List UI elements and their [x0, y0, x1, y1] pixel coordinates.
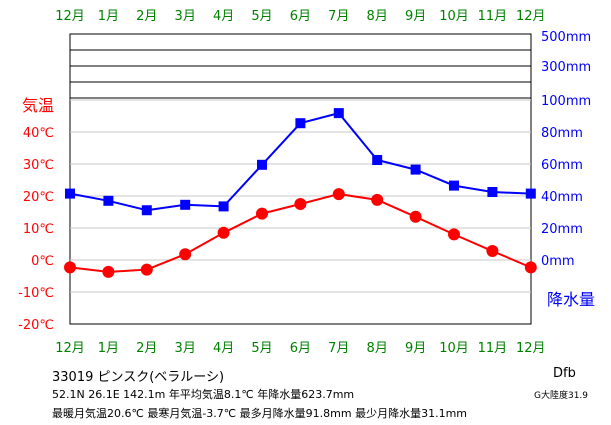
precipitation-tick-label: 100mm [541, 94, 591, 109]
month-label: 10月 [439, 9, 469, 24]
month-label: 3月 [175, 9, 196, 24]
temperature-tick-label: 0℃ [31, 254, 54, 269]
temperature-axis-label: 気温 [22, 96, 54, 115]
precipitation-point [487, 187, 498, 197]
plot-frame [69, 33, 532, 325]
precipitation-point [295, 118, 306, 129]
temperature-point [64, 261, 76, 274]
temperature-point [179, 248, 192, 261]
precipitation-point [180, 199, 191, 210]
station-summary-line2: 最暖月気温20.6℃ 最寒月気温-3.7℃ 最多月降水量91.8mm 最少月降水… [52, 407, 467, 420]
month-label: 7月 [328, 9, 349, 24]
temperature-point [409, 210, 422, 223]
precipitation-point [257, 159, 267, 170]
month-label: 9月 [405, 9, 426, 24]
month-label: 8月 [367, 9, 388, 24]
precipitation-tick-label: 300mm [541, 60, 591, 75]
month-label: 12月 [55, 341, 85, 356]
month-label: 6月 [290, 9, 311, 24]
temperature-axis-ticks: -20℃ -10℃ 0℃ 10℃ 20℃ 30℃ 40℃ [18, 126, 54, 333]
temperature-tick-label: 20℃ [23, 190, 54, 205]
temperature-point [371, 193, 384, 206]
precipitation-point [410, 164, 421, 175]
station-name: 33019 ピンスク(ベラルーシ) [52, 370, 225, 385]
precipitation-tick-label: 40mm [541, 190, 583, 205]
month-label: 10月 [439, 341, 469, 356]
precipitation-point [103, 195, 114, 206]
month-label: 5月 [251, 341, 272, 356]
temperature-point [102, 265, 115, 278]
precipitation-tick-label: 80mm [541, 126, 583, 141]
temperature-point [486, 245, 499, 258]
month-label: 5月 [251, 9, 272, 24]
precipitation-series [65, 108, 536, 216]
top-month-labels: 12月 1月 2月 3月 4月 5月 6月 7月 8月 9月 10月 11月 12月 [55, 9, 545, 24]
month-label: 3月 [175, 341, 196, 356]
month-label: 8月 [367, 341, 388, 356]
precipitation-point [218, 201, 229, 212]
temperature-point [256, 207, 268, 220]
precipitation-tick-label: 60mm [541, 158, 583, 173]
precipitation-point [372, 155, 383, 165]
temperature-point [140, 263, 153, 276]
month-label: 2月 [136, 341, 157, 356]
month-label: 1月 [98, 341, 119, 356]
month-label: 12月 [516, 9, 546, 24]
precipitation-tick-label: 500mm [541, 30, 591, 45]
month-label: 11月 [478, 341, 508, 356]
temperature-tick-label: 40℃ [23, 126, 54, 141]
temperature-series [64, 188, 537, 278]
month-label: 7月 [328, 341, 349, 356]
month-label: 12月 [516, 341, 546, 356]
month-label: 11月 [478, 9, 508, 24]
temperature-point [524, 261, 537, 274]
month-label: 1月 [98, 9, 119, 24]
temperature-point [217, 226, 230, 239]
precipitation-axis-label: 降水量 [547, 290, 595, 309]
koppen-class: Dfb [553, 366, 576, 381]
month-label: 4月 [213, 9, 234, 24]
precipitation-tick-label: 20mm [541, 222, 583, 237]
month-label: 6月 [290, 341, 311, 356]
temperature-tick-label: -10℃ [18, 286, 54, 301]
precipitation-point [65, 188, 75, 199]
continentality-index: G大陸度31.9 [534, 391, 589, 401]
month-label: 9月 [405, 341, 426, 356]
month-label: 4月 [213, 341, 234, 356]
station-summary-line1: 52.1N 26.1E 142.1m 年平均気温8.1℃ 年降水量623.7mm [52, 388, 355, 401]
bottom-month-labels: 12月 1月 2月 3月 4月 5月 6月 7月 8月 9月 10月 11月 12月 [55, 341, 545, 356]
precipitation-axis-ticks: 0mm 20mm 40mm 60mm 80mm 100mm 300mm 500mm [541, 30, 591, 269]
precipitation-point [141, 205, 152, 216]
month-label: 2月 [136, 9, 157, 24]
precipitation-point [525, 188, 536, 199]
precipitation-tick-label: 0mm [541, 254, 575, 269]
temperature-point [332, 188, 345, 201]
temperature-point [294, 198, 307, 210]
temperature-tick-label: -20℃ [18, 318, 54, 333]
temperature-tick-label: 30℃ [23, 158, 54, 173]
precipitation-point [333, 108, 344, 119]
month-label: 12月 [55, 9, 85, 24]
temperature-tick-label: 10℃ [23, 222, 54, 237]
temperature-point [448, 228, 460, 241]
precipitation-point [449, 180, 459, 191]
chart-grid [69, 33, 532, 325]
